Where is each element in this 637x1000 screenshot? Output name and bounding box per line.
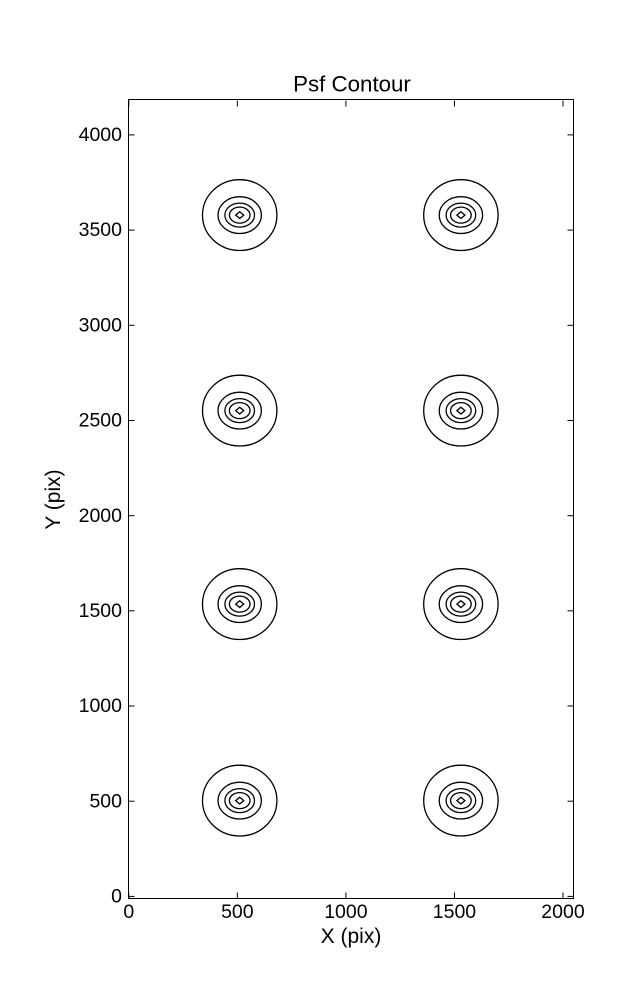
- svg-text:0: 0: [111, 886, 122, 908]
- svg-text:2000: 2000: [541, 901, 585, 923]
- svg-text:2500: 2500: [79, 410, 123, 432]
- svg-text:1500: 1500: [79, 600, 123, 622]
- svg-text:Y (pix): Y (pix): [42, 469, 65, 529]
- svg-text:500: 500: [221, 901, 254, 923]
- svg-text:2000: 2000: [79, 505, 123, 527]
- svg-text:1000: 1000: [324, 901, 368, 923]
- svg-text:3000: 3000: [79, 314, 123, 336]
- svg-text:0: 0: [123, 901, 134, 923]
- svg-text:X (pix): X (pix): [321, 925, 382, 948]
- svg-text:1000: 1000: [79, 695, 123, 717]
- svg-text:4000: 4000: [79, 124, 123, 146]
- svg-text:500: 500: [89, 790, 122, 812]
- svg-text:Psf Contour: Psf Contour: [293, 72, 411, 97]
- svg-text:1500: 1500: [433, 901, 477, 923]
- svg-text:3500: 3500: [79, 219, 123, 241]
